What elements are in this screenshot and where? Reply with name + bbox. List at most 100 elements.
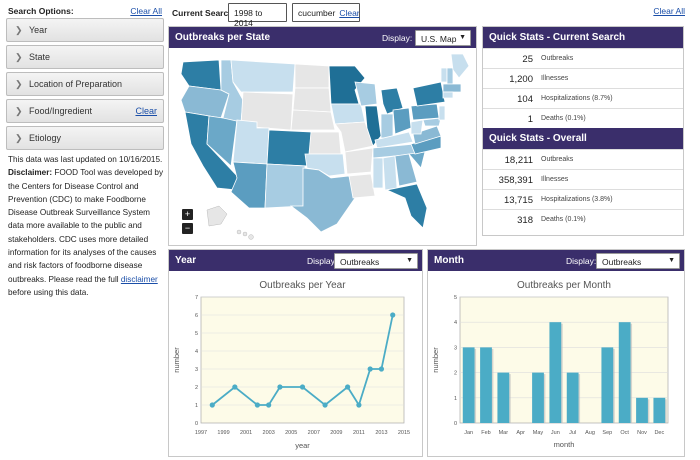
stat-label: Illnesses (541, 176, 569, 183)
state-in[interactable] (380, 113, 394, 139)
top-clear-all-link[interactable]: Clear All (653, 6, 685, 16)
state-co[interactable] (266, 129, 312, 167)
food-filter-clear-link[interactable]: Clear (135, 106, 157, 116)
y-tick-label: 6 (195, 313, 198, 319)
state-tx[interactable] (289, 167, 356, 233)
state-ne[interactable] (290, 109, 336, 131)
stat-row: 13,715 Hospitalizations (3.8%) (483, 189, 683, 209)
state-la[interactable] (348, 173, 376, 199)
us-state-map[interactable] (169, 48, 476, 245)
bar (532, 372, 544, 423)
x-tick-label: 2011 (353, 430, 365, 436)
dropdown-caret-icon: ▼ (459, 34, 466, 41)
data-point (299, 384, 306, 390)
disclaimer-text: FOOD Tool was developed by the Centers f… (8, 168, 164, 284)
state-ms[interactable] (372, 157, 384, 189)
sidebar-header: Search Options: Clear All (6, 4, 164, 18)
y-axis-label: number (172, 347, 181, 373)
state-ia[interactable] (330, 103, 366, 125)
state-nh[interactable] (446, 67, 454, 85)
state-wa[interactable] (180, 59, 222, 91)
state-me[interactable] (450, 53, 470, 79)
month-display-select[interactable]: Outbreaks ▼ (596, 253, 680, 269)
stat-value: 1 (527, 114, 533, 125)
map-panel-title: Outbreaks per State (175, 32, 271, 43)
filter-location-of-preparation[interactable]: ❯ Location of Preparation (6, 72, 164, 96)
filter-food-ingredient[interactable]: ❯ Food/Ingredient Clear (6, 99, 164, 123)
state-oh[interactable] (392, 107, 412, 135)
state-ny[interactable] (412, 81, 446, 107)
state-wv[interactable] (410, 119, 424, 135)
map-zoom-out-button[interactable]: − (182, 223, 193, 234)
map-zoom-in-button[interactable]: + (182, 209, 193, 220)
filter-state[interactable]: ❯ State (6, 45, 164, 69)
sidebar-clear-all-link[interactable]: Clear All (130, 6, 162, 16)
state-md[interactable] (422, 117, 442, 127)
stat-value: 104 (517, 94, 533, 105)
alaska-hawaii-insets (206, 205, 254, 240)
state-az[interactable] (230, 161, 268, 209)
quick-stats-overall-title: Quick Stats - Overall (483, 128, 683, 149)
stat-label: Hospitalizations (8.7%) (541, 95, 613, 102)
data-point (378, 366, 385, 372)
state-ma[interactable] (442, 83, 462, 93)
x-tick-label: May (533, 430, 544, 436)
year-range-text: 1998 to 2014 (234, 8, 263, 28)
quick-stats-current-title: Quick Stats - Current Search (483, 27, 683, 48)
state-fl[interactable] (385, 183, 428, 229)
filter-etiology[interactable]: ❯ Etiology (6, 126, 164, 150)
x-tick-label: 1997 (195, 430, 207, 436)
quick-stats-panel: Quick Stats - Current Search 25 Outbreaks… (482, 26, 684, 236)
stat-row: 18,211 Outbreaks (483, 149, 683, 169)
state-va[interactable] (412, 125, 442, 145)
outbreaks-per-month-chart: Outbreaks per Month 0 1 2 3 4 5 number month Jan F… (431, 280, 669, 449)
search-options-sidebar: Search Options: Clear All ❯ Year ❯ State… (6, 4, 164, 299)
outbreaks-per-state-panel: Outbreaks per State Display: U.S. Map ▼ (168, 26, 477, 246)
state-pa[interactable] (410, 103, 440, 121)
data-point (390, 312, 396, 318)
dropdown-caret-icon: ▼ (406, 257, 413, 264)
stat-row: 104 Hospitalizations (8.7%) (483, 88, 683, 108)
month-display-value: Outbreaks (602, 257, 642, 267)
chart-title: Outbreaks per Year (259, 280, 346, 291)
x-tick-label: 2003 (263, 430, 275, 436)
map-display-select[interactable]: U.S. Map ▼ (415, 30, 471, 46)
year-range-chip[interactable]: 1998 to 2014 (228, 3, 287, 28)
state-ga[interactable] (394, 153, 418, 187)
x-tick-label: Dec (654, 430, 664, 436)
y-tick-label: 4 (454, 320, 457, 326)
filter-year[interactable]: ❯ Year (6, 18, 164, 42)
state-mo[interactable] (334, 121, 374, 153)
stat-value: 1,200 (509, 74, 533, 85)
state-ct[interactable] (442, 91, 454, 99)
state-nm[interactable] (264, 163, 306, 209)
state-ks[interactable] (308, 131, 342, 155)
bar (636, 397, 648, 423)
year-display-select[interactable]: Outbreaks ▼ (334, 253, 418, 269)
state-ok[interactable] (304, 153, 346, 177)
data-point (367, 366, 373, 372)
state-mt[interactable] (230, 59, 296, 93)
disclaimer-link[interactable]: disclaimer (120, 274, 158, 284)
data-disclaimer: This data was last updated on 10/16/2015… (6, 153, 164, 299)
state-nd[interactable] (294, 63, 330, 89)
state-wi[interactable] (354, 81, 378, 107)
state-ar[interactable] (344, 147, 374, 175)
state-ky[interactable] (374, 131, 414, 149)
chevron-right-icon: ❯ (15, 52, 23, 62)
stat-row: 1,200 Illnesses (483, 68, 683, 88)
state-nj[interactable] (438, 105, 446, 121)
state-sd[interactable] (292, 87, 332, 113)
state-al[interactable] (382, 155, 398, 191)
food-chip-clear-link[interactable]: Clear (339, 8, 360, 18)
current-search-label: Current Search: (172, 8, 237, 18)
x-tick-label: Jun (551, 430, 560, 436)
data-point (266, 402, 272, 408)
x-tick-label: 2015 (398, 430, 410, 436)
filter-label: Etiology (29, 133, 62, 143)
stat-label: Outbreaks (541, 55, 574, 62)
state-vt[interactable] (440, 67, 448, 83)
plot-area (459, 296, 669, 424)
x-tick-label: 1999 (217, 430, 229, 436)
year-panel-title: Year (175, 255, 197, 266)
